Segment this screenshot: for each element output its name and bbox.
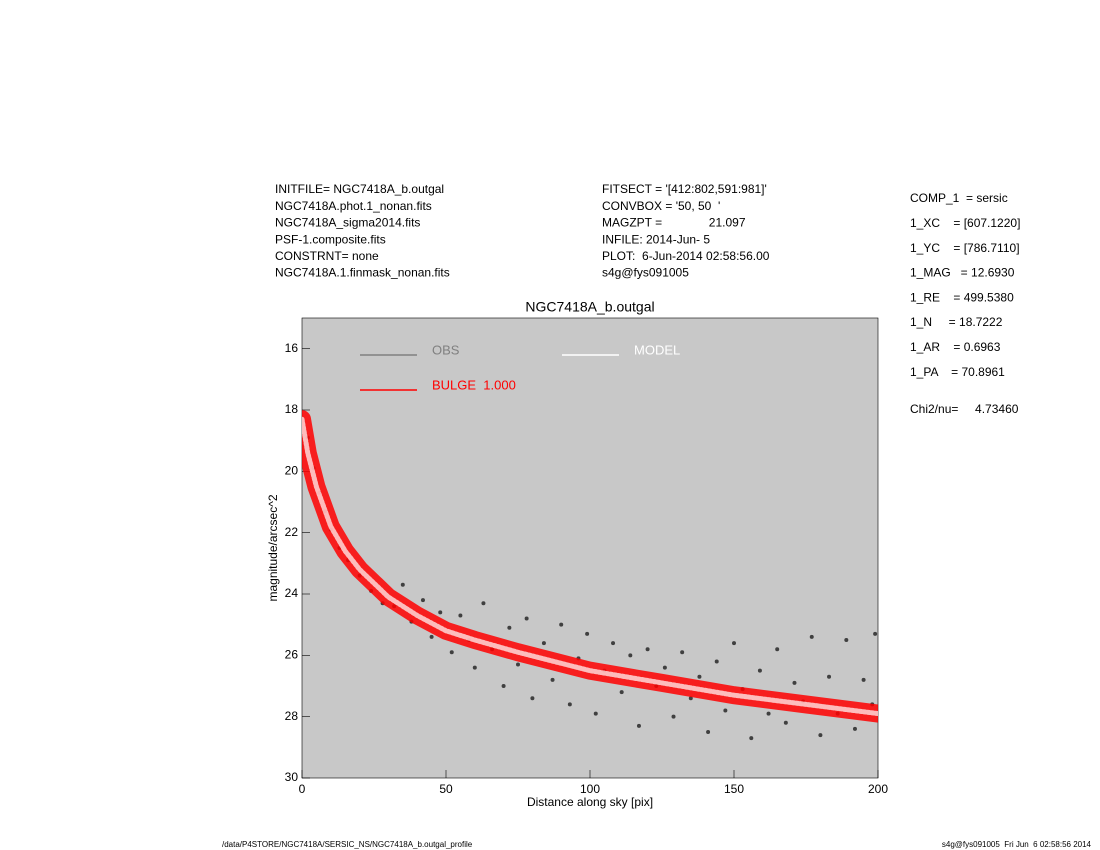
y-tick-label: 30 (285, 770, 299, 784)
x-tick-label: 50 (439, 782, 453, 796)
legend-label: BULGE 1.000 (432, 377, 516, 392)
y-tick-label: 24 (285, 586, 299, 600)
obs-point (844, 638, 849, 642)
obs-point (792, 680, 797, 685)
obs-point (472, 665, 477, 670)
obs-point (429, 634, 434, 639)
obs-point (680, 650, 685, 655)
header-left: CONSTRNT= none (275, 249, 379, 263)
obs-point (611, 641, 616, 646)
obs-point (481, 601, 486, 606)
obs-point (645, 647, 650, 652)
obs-point (783, 720, 788, 725)
obs-point (757, 668, 762, 673)
obs-point (749, 736, 754, 741)
header-left: NGC7418A.1.finmask_nonan.fits (275, 266, 450, 280)
header-left: NGC7418A_sigma2014.fits (275, 216, 420, 230)
parameter: 1_MAG = 12.6930 (910, 266, 1015, 280)
obs-point (636, 723, 641, 728)
obs-point (567, 702, 572, 707)
parameter: 1_PA = 70.8961 (910, 365, 1005, 379)
obs-point (706, 730, 711, 734)
y-tick-label: 28 (285, 709, 299, 723)
obs-point (449, 650, 454, 655)
chi2: Chi2/nu= 4.73460 (910, 402, 1019, 416)
x-axis-label: Distance along sky [pix] (527, 795, 653, 809)
header-left: PSF-1.composite.fits (275, 232, 386, 246)
obs-point (516, 662, 520, 667)
obs-point (593, 711, 598, 716)
obs-point (714, 659, 719, 664)
chart-title: NGC7418A_b.outgal (525, 299, 654, 315)
header-left: INITFILE= NGC7418A_b.outgal (275, 182, 444, 196)
obs-point (507, 625, 512, 630)
obs-point (541, 641, 546, 646)
legend-label: OBS (432, 342, 460, 357)
obs-point (809, 634, 814, 639)
obs-point (688, 696, 693, 701)
x-tick-label: 150 (724, 782, 744, 796)
x-tick-label: 100 (580, 782, 600, 796)
obs-point (827, 674, 832, 679)
obs-point (501, 684, 506, 688)
header-middle: s4g@fys091005 (602, 266, 689, 280)
obs-point (400, 582, 405, 587)
obs-point (438, 610, 443, 615)
obs-point (852, 726, 857, 731)
header-middle: FITSECT = '[412:802,591:981]' (602, 182, 767, 196)
parameter: 1_XC = [607.1220] (910, 216, 1020, 230)
obs-point (524, 616, 529, 621)
header-middle: CONVBOX = '50, 50 ' (602, 199, 720, 213)
header-middle: MAGZPT = 21.097 (602, 216, 746, 230)
y-tick-label: 16 (285, 341, 299, 355)
y-tick-label: 18 (285, 402, 299, 416)
header-middle: PLOT: 6-Jun-2014 02:58:56.00 (602, 249, 770, 263)
obs-point (619, 690, 624, 695)
obs-point (873, 631, 878, 636)
y-tick-label: 26 (285, 648, 299, 662)
obs-point (775, 647, 780, 652)
obs-point (662, 665, 667, 670)
obs-point (723, 708, 728, 713)
obs-point (732, 641, 736, 646)
obs-point (559, 622, 564, 627)
y-axis-label: magnitude/arcsec^2 (266, 494, 280, 601)
obs-point (585, 631, 590, 636)
footer-left: /data/P4STORE/NGC7418A/SERSIC_NS/NGC7418… (222, 840, 473, 849)
y-tick-label: 20 (285, 464, 299, 478)
parameter: 1_YC = [786.7110] (910, 241, 1020, 255)
obs-point (671, 714, 676, 719)
header-middle: INFILE: 2014-Jun- 5 (602, 232, 710, 246)
obs-point (766, 711, 771, 716)
x-tick-label: 0 (299, 782, 306, 796)
obs-point (550, 677, 555, 682)
footer-right: s4g@fys091005 Fri Jun 6 02:58:56 2014 (942, 840, 1092, 849)
header-left: NGC7418A.phot.1_nonan.fits (275, 199, 432, 213)
obs-point (530, 696, 535, 701)
parameter: 1_AR = 0.6963 (910, 340, 1001, 354)
obs-point (628, 653, 633, 658)
obs-point (420, 598, 425, 603)
x-tick-label: 200 (868, 782, 888, 796)
legend-label: MODEL (634, 342, 680, 357)
parameter: 1_RE = 499.5380 (910, 290, 1014, 304)
obs-point (818, 733, 823, 738)
parameter: 1_N = 18.7222 (910, 315, 1003, 329)
y-tick-label: 22 (285, 525, 299, 539)
obs-point (697, 674, 702, 679)
model-line (302, 416, 878, 717)
obs-point (458, 613, 463, 618)
obs-point (861, 677, 866, 682)
parameter: COMP_1 = sersic (910, 191, 1008, 205)
